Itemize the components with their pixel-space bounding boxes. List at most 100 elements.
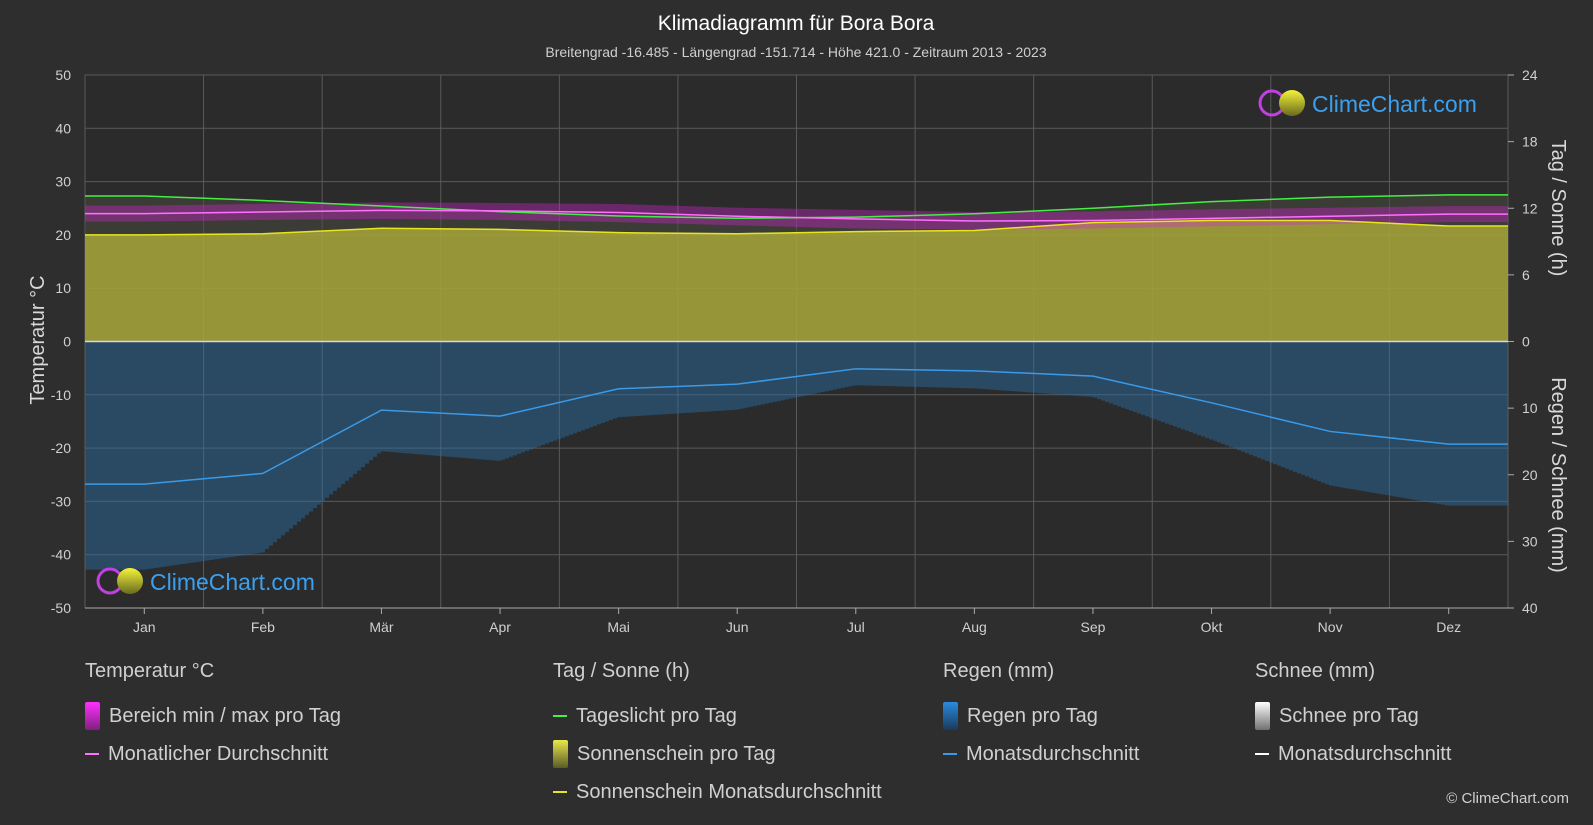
rain-bar <box>757 341 761 406</box>
rain-bar <box>133 341 137 570</box>
sunshine-bar <box>1217 220 1221 342</box>
rain-bar <box>661 341 665 415</box>
rain-avg-line <box>85 368 1508 485</box>
sunshine-bar <box>565 231 569 342</box>
rain-bar <box>1401 341 1405 498</box>
sunshine-bar <box>353 229 357 342</box>
sunshine-bar <box>1197 220 1201 342</box>
y-right-top-tick-label: 6 <box>1522 267 1530 283</box>
legend-item-sunshine-avg: Sonnenschein Monatsdurchschnitt <box>553 773 882 811</box>
sunshine-bar <box>221 234 225 342</box>
rain-bar <box>433 341 437 456</box>
rain-bar <box>617 341 621 418</box>
sunshine-bar <box>389 228 393 342</box>
sunshine-bar <box>741 233 745 342</box>
rain-bar <box>969 341 973 389</box>
rain-bar <box>461 341 465 458</box>
sunshine-bar <box>1325 220 1329 342</box>
rain-bar <box>1001 341 1005 391</box>
sunshine-bar <box>1249 220 1253 342</box>
temp-avg-swatch <box>85 753 99 755</box>
rain-bar <box>509 341 513 457</box>
rain-bar <box>841 341 845 388</box>
sunshine-bar <box>425 228 429 342</box>
rain-bar <box>329 341 333 495</box>
rain-bar <box>429 341 433 456</box>
sunshine-bar <box>901 231 905 342</box>
rain-bar <box>477 341 481 460</box>
sunshine-bar <box>1153 221 1157 342</box>
sunshine-bar <box>277 233 281 342</box>
sunshine-bar <box>933 230 937 342</box>
sunshine-bar <box>921 230 925 342</box>
sunshine-bar <box>585 231 589 342</box>
rain-bar <box>1025 341 1029 393</box>
rain-bar <box>597 341 601 425</box>
sunshine-bar <box>185 234 189 342</box>
rain-bar <box>549 341 553 443</box>
rain-bar <box>253 341 257 554</box>
rain-bar <box>181 341 185 565</box>
sunshine-bar <box>1029 226 1033 342</box>
sunshine-bar <box>657 233 661 342</box>
sunshine-bar <box>501 229 505 342</box>
sunshine-bar <box>833 231 837 342</box>
sunshine-bar <box>237 234 241 342</box>
sunshine-bar <box>1021 227 1025 342</box>
sunshine-bar <box>149 234 153 342</box>
rain-bar <box>1373 341 1377 494</box>
sunshine-bar <box>1349 221 1353 342</box>
rain-bar <box>1385 341 1389 496</box>
rain-bar <box>1029 341 1033 393</box>
legend-sun-title: Tag / Sonne (h) <box>553 660 690 682</box>
sunshine-bar <box>645 232 649 342</box>
rain-bar <box>601 341 605 423</box>
sunshine-bar <box>413 228 417 342</box>
rain-bar <box>1145 341 1149 417</box>
rain-bar <box>1225 341 1229 446</box>
rain-bar <box>681 341 685 414</box>
rain-bar <box>593 341 597 426</box>
rain-bar <box>497 341 501 461</box>
y-left-tick-label: 10 <box>55 280 71 296</box>
legend-item-snow-avg: Monatsdurchschnitt <box>1255 735 1451 773</box>
rain-bar <box>857 341 861 386</box>
sunshine-bar <box>133 234 137 342</box>
sunshine-bar <box>357 229 361 342</box>
sunshine-bar <box>257 233 261 342</box>
sunshine-bar <box>377 228 381 342</box>
rain-bar <box>1181 341 1185 430</box>
rain-bar <box>385 341 389 452</box>
rain-bar <box>257 341 261 554</box>
sunshine-bar <box>737 233 741 342</box>
sunshine-bar <box>637 232 641 342</box>
sunshine-bar <box>469 229 473 342</box>
x-tick-label: Sep <box>1080 619 1105 635</box>
rain-bar <box>1005 341 1009 391</box>
rain-bar <box>357 341 361 471</box>
sunshine-bar <box>297 232 301 342</box>
rain-bar <box>993 341 997 390</box>
rain-bar <box>637 341 641 416</box>
rain-bar <box>881 341 885 386</box>
rain-bar <box>589 341 593 428</box>
sunshine-bar <box>253 233 257 342</box>
sunshine-bar <box>641 232 645 342</box>
sunshine-bar <box>457 228 461 342</box>
legend-label: Tageslicht pro Tag <box>576 704 737 727</box>
rain-bar <box>473 341 477 459</box>
rain-bar <box>1069 341 1073 396</box>
sunshine-bar <box>421 228 425 342</box>
rain-bar <box>1073 341 1077 396</box>
data-marks <box>85 194 1508 570</box>
rain-bar <box>333 341 337 491</box>
rain-bar <box>577 341 581 432</box>
rain-bar <box>909 341 913 387</box>
rain-bar <box>869 341 873 386</box>
rain-bar <box>445 341 449 457</box>
y-right-top-tick-label: 24 <box>1522 67 1538 83</box>
rain-bar <box>873 341 877 386</box>
rain-bar <box>1169 341 1173 425</box>
y-right-bottom-tick-label: 10 <box>1522 400 1538 416</box>
y-axis-left-label: Temperatur °C <box>27 275 49 404</box>
